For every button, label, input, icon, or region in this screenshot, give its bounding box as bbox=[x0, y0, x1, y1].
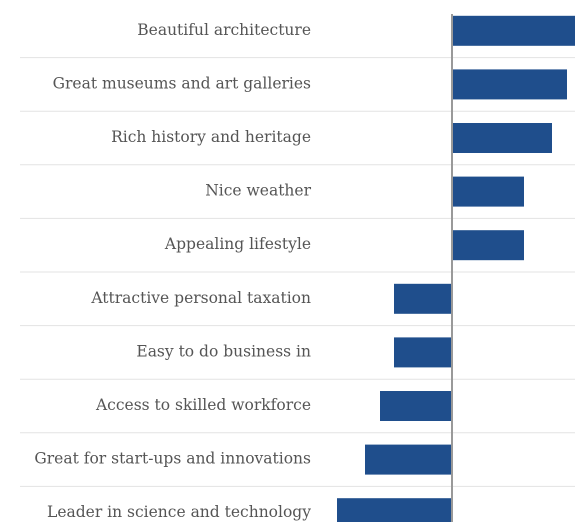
bar bbox=[394, 337, 452, 368]
bar bbox=[452, 69, 567, 100]
bar bbox=[337, 498, 452, 522]
bar bbox=[452, 123, 552, 153]
bar bbox=[394, 283, 452, 314]
category-label: Access to skilled workforce bbox=[95, 396, 311, 414]
category-label: Great museums and art galleries bbox=[53, 74, 311, 92]
category-label: Easy to do business in bbox=[136, 342, 311, 360]
category-label: Leader in science and technology bbox=[47, 503, 311, 521]
bar bbox=[452, 15, 575, 46]
category-label: Great for start-ups and innovations bbox=[34, 450, 311, 468]
bar bbox=[365, 444, 452, 475]
category-label: Rich history and heritage bbox=[111, 128, 311, 146]
category-label: Beautiful architecture bbox=[137, 21, 311, 39]
category-label: Appealing lifestyle bbox=[164, 235, 311, 253]
bar bbox=[452, 230, 524, 261]
category-label: Attractive personal taxation bbox=[90, 289, 311, 307]
bar bbox=[380, 391, 452, 421]
bar bbox=[452, 176, 524, 207]
category-label: Nice weather bbox=[205, 182, 311, 200]
